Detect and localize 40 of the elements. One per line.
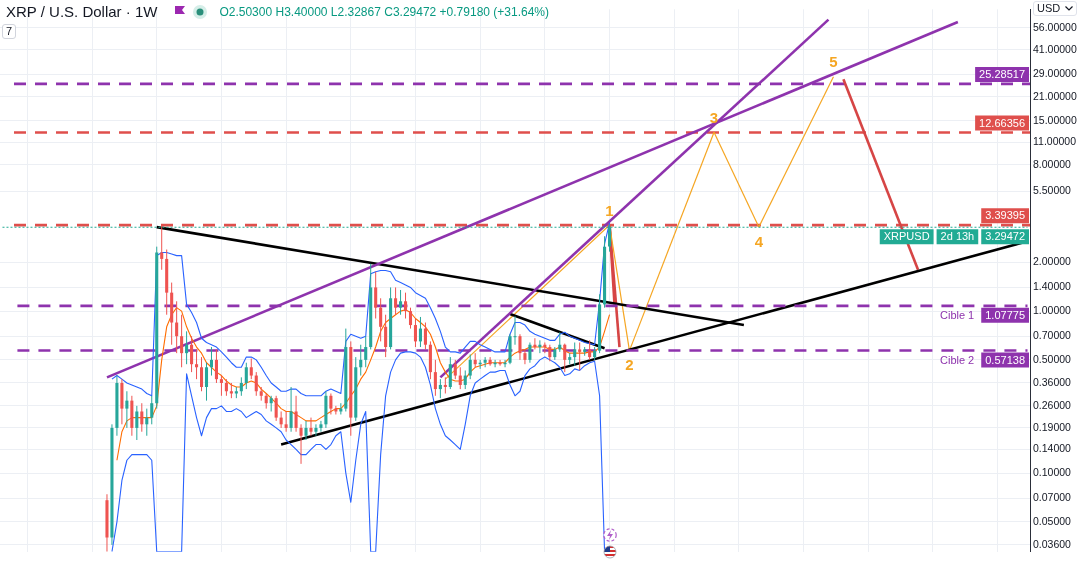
legend-label: Cible 1 <box>940 308 975 321</box>
y-tick-label: 0.36000 <box>1033 375 1072 388</box>
data-label: 0.57138 <box>985 353 1025 366</box>
series-label: 3 <box>709 108 719 126</box>
series-label: 4 <box>754 232 764 250</box>
y-tick-label: 0.14000 <box>1033 442 1072 455</box>
legend-label: Cible 2 <box>940 353 975 366</box>
series-label: 2 <box>625 356 634 374</box>
y-tick-label: 0.07000 <box>1033 491 1072 504</box>
annotation: 2d 13h <box>940 230 975 243</box>
data-label: 3.29472 <box>985 230 1025 243</box>
y-tick-label: 41.00000 <box>1033 42 1077 55</box>
chart-subtitle: O2.50300 H3.40000 L2.32867 C3.29472 +0.79180 (+31.64%) <box>219 4 550 19</box>
y-tick-label: 5.50000 <box>1033 184 1072 197</box>
data-label: 1.07775 <box>985 308 1025 321</box>
series-label: 1 <box>605 201 614 219</box>
y-tick-label: 15.00000 <box>1033 113 1077 126</box>
ref-line-label: 25.28517 <box>979 67 1026 80</box>
y-tick-label: 29.00000 <box>1033 67 1077 80</box>
ref-line-label: 12.66356 <box>979 116 1026 129</box>
series-label: 5 <box>829 53 838 71</box>
y-tick-label: 0.26000 <box>1033 398 1072 411</box>
y-tick-label: 1.40000 <box>1033 280 1072 293</box>
chart-title: XRP / U.S. Dollar · 1W <box>6 3 158 20</box>
y-tick-label: 0.10000 <box>1033 465 1072 478</box>
y-tick-label: 0.70000 <box>1033 329 1072 342</box>
y-tick-label: 0.03600 <box>1033 537 1072 550</box>
y-tick-label: 21.00000 <box>1033 89 1077 102</box>
y-tick-label: 2.00000 <box>1033 255 1072 268</box>
y-axis-title: USD <box>1037 2 1061 15</box>
y-tick-label: 0.19000 <box>1033 420 1072 433</box>
y-tick-label: 56.00000 <box>1033 20 1077 33</box>
ref-line-label: 3.39395 <box>985 209 1025 222</box>
y-tick-label: 0.50000 <box>1033 352 1072 365</box>
annotation: 7 <box>2 24 17 39</box>
y-tick-label: 1.00000 <box>1033 303 1072 316</box>
y-tick-label: 0.05000 <box>1033 514 1072 527</box>
y-tick-label: 11.00000 <box>1033 135 1077 148</box>
legend-label: XRPUSD <box>883 230 930 243</box>
y-tick-label: 8.00000 <box>1033 157 1072 170</box>
